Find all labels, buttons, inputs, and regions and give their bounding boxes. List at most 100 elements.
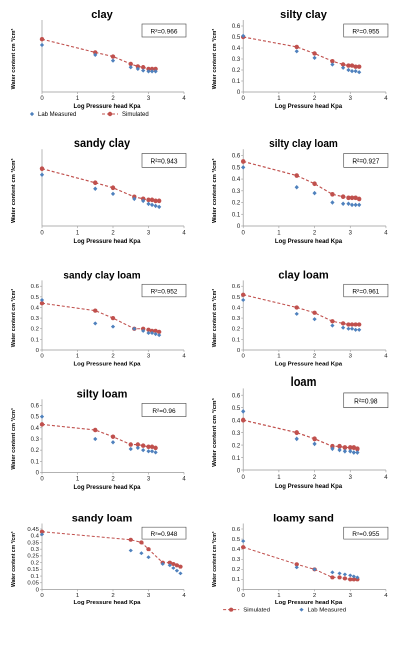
chart-svg: clay R²=0.966 0 1 2 3 4 Log Pressure head Kpa Wa… <box>10 9 186 118</box>
lab-measured-point <box>346 67 351 73</box>
lab-measured-point <box>294 311 299 316</box>
y-axis-label: Water content cm ³/cm³ <box>211 158 218 223</box>
lab-measured-point <box>349 326 355 331</box>
x-tick-label: 3 <box>349 593 352 599</box>
simulated-point <box>153 445 158 451</box>
simulated-point <box>93 427 98 433</box>
y-tick-label: 0.5 <box>232 295 241 301</box>
y-tick-label: 0.2 <box>232 442 241 449</box>
x-tick-label: 2 <box>111 96 115 102</box>
lab-measured-point <box>241 409 246 414</box>
y-tick-label: 0.45 <box>27 527 39 533</box>
x-tick-label: 0 <box>242 474 246 481</box>
lab-measured-point <box>146 69 151 74</box>
simulated-point <box>342 445 348 451</box>
x-axis-label: Log Pressure head Kpa <box>275 600 343 606</box>
lab-measured-point <box>355 450 360 455</box>
x-tick-label: 0 <box>242 96 246 102</box>
lab-measured-point <box>149 202 155 208</box>
lab-measured-point <box>39 42 45 48</box>
lab-measured-point <box>346 201 351 206</box>
legend-simulated: Simulated <box>223 607 270 614</box>
chart-svg: silty clay loam R²=0.927 0 1 2 3 4 0 0.1 0.2 0.3 0.… <box>211 139 389 245</box>
x-tick-label: 4 <box>182 96 186 102</box>
x-axis-label: Log Pressure head Kpa <box>275 362 343 368</box>
simulated-point <box>294 562 299 567</box>
legend-lab-measured-label: Lab Measured <box>308 608 347 614</box>
x-tick-label: 1 <box>277 229 281 236</box>
chart-title: clay <box>91 9 113 21</box>
x-axis-label: Log Pressure head Kpa <box>74 362 142 368</box>
y-tick-label: 0.1 <box>31 459 40 465</box>
chart-panel: sandy loam R²=0.948 0 1 2 3 4 0 0.05 0.1 0.15 0.2 0.… <box>2 507 196 617</box>
lab-measured-point <box>294 49 299 54</box>
chart-panel: silty clay R²=0.955 0 1 2 3 4 0 0.1 0.2 0.3 0.4 0.5 0… <box>203 2 398 122</box>
y-tick-label: 0 <box>237 223 241 230</box>
x-tick-label: 0 <box>40 477 44 483</box>
simulated-point <box>330 191 335 197</box>
lab-measured-point <box>110 191 116 197</box>
y-tick-label: 0.35 <box>27 540 39 546</box>
simulated-point <box>353 64 358 69</box>
legend-simulated-label: Simulated <box>243 608 270 614</box>
y-tick-label: 0.3 <box>232 316 241 322</box>
simulated-point <box>93 50 98 55</box>
lab-measured-point <box>357 327 362 332</box>
x-tick-label: 2 <box>313 593 316 599</box>
simulated-point <box>356 196 362 202</box>
simulated-point <box>110 434 116 439</box>
simulated-point <box>355 577 360 582</box>
lab-measured-point <box>153 69 158 74</box>
simulated-point <box>153 66 158 72</box>
y-tick-label: 0.5 <box>31 295 40 301</box>
x-tick-label: 1 <box>76 96 80 102</box>
simulated-point <box>39 422 45 427</box>
y-tick-label: 0.4 <box>232 176 241 183</box>
lab-measured-point <box>337 571 342 576</box>
simulated-point <box>140 65 146 70</box>
chart-panel: clay R²=0.966 0 1 2 3 4 Log Pressure head Kpa Wa… <box>2 2 196 122</box>
simulated-point <box>149 197 155 203</box>
y-tick-label: 0.1 <box>232 577 240 583</box>
lab-measured-point <box>174 568 179 573</box>
y-tick-label: 0.3 <box>232 430 241 437</box>
simulated-point <box>348 577 353 582</box>
lab-measured-point <box>312 441 317 447</box>
y-tick-label: 0.4 <box>31 534 40 540</box>
y-tick-label: 0 <box>237 467 241 474</box>
x-tick-label: 3 <box>349 229 353 236</box>
y-tick-label: 0.5 <box>232 405 241 412</box>
x-tick-label: 2 <box>111 229 115 236</box>
legend-lab-measured-swatch <box>29 111 35 117</box>
lab-measured-point <box>146 449 151 454</box>
lab-measured-point <box>39 297 45 303</box>
x-axis-label: Log Pressure head Kpa <box>74 485 142 491</box>
simulated-point <box>140 326 146 331</box>
lab-measured-point <box>153 450 158 455</box>
simulated-point <box>93 308 98 313</box>
lab-measured-point <box>330 323 335 328</box>
y-tick-label: 0.2 <box>232 327 240 333</box>
legend-simulated-label: Simulated <box>122 112 149 118</box>
y-tick-label: 0.1 <box>232 79 241 85</box>
chart-panel: clay loam R²=0.961 0 1 2 3 4 0 0.1 0.2 0.3 0.4 0.5 0.… <box>203 263 398 379</box>
simulated-point <box>39 529 45 534</box>
lab-measured-point <box>349 202 355 208</box>
y-axis-label: Water content cm ³/cm³ <box>212 531 218 587</box>
lab-measured-point <box>341 65 346 70</box>
x-tick-label: 3 <box>147 477 151 483</box>
y-tick-label: 0.3 <box>232 57 241 63</box>
x-tick-label: 4 <box>182 229 186 236</box>
simulated-series-line <box>243 160 360 200</box>
simulated-point <box>337 575 342 580</box>
x-tick-label: 2 <box>111 593 114 599</box>
simulated-point <box>149 66 155 72</box>
lab-measured-point <box>153 332 158 337</box>
lab-measured-point <box>171 566 176 570</box>
lab-measured-point <box>330 570 335 575</box>
lab-measured-point <box>330 446 335 452</box>
y-tick-label: 0.6 <box>31 284 40 290</box>
simulated-point <box>312 51 317 56</box>
simulated-point <box>156 329 162 335</box>
y-tick-label: 0.25 <box>27 554 39 560</box>
